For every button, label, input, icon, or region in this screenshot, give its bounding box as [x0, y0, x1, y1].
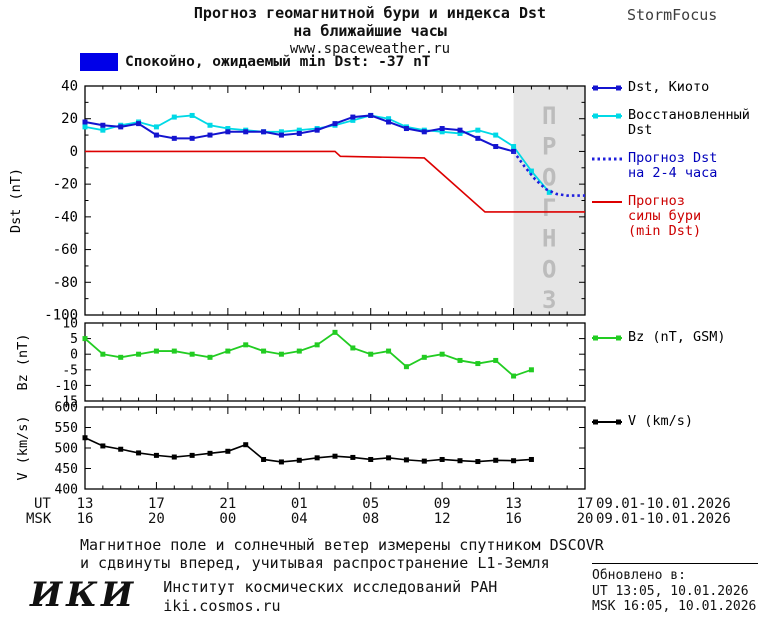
svg-text:V (km/s): V (km/s): [15, 415, 31, 480]
dst-legend: Dst, Киото Восстановленный Dst Прогноз Dst н…: [592, 80, 760, 252]
svg-text:0: 0: [70, 144, 78, 160]
time-tick-label: 16: [76, 511, 94, 527]
svg-text:Bz (nT): Bz (nT): [15, 334, 31, 391]
time-tick-label: 16: [505, 511, 522, 527]
legend-marker-icon: [592, 201, 622, 203]
legend-label: Bz (nT, GSM): [628, 329, 726, 345]
svg-text:400: 400: [55, 483, 78, 498]
svg-text:Р: Р: [542, 133, 556, 161]
svg-text:-5: -5: [62, 363, 78, 378]
updated-ut-time: UT 13:05, 10.01.2026: [592, 583, 749, 599]
legend-marker-icon: [592, 113, 622, 119]
svg-text:500: 500: [55, 442, 78, 457]
svg-text:-10: -10: [55, 379, 78, 394]
updated-msk-time: MSK 16:05, 10.01.2026: [592, 599, 757, 614]
svg-text:5: 5: [70, 332, 78, 347]
time-tick-label: 08: [362, 511, 380, 527]
time-tick-label: 17: [147, 496, 165, 512]
svg-text:-60: -60: [53, 242, 78, 258]
msk-axis-row: MSK 09.01-10.01.2026 16 20 00 04 08 12 16 20: [0, 511, 760, 527]
legend-item: Dst, Киото: [592, 80, 760, 95]
svg-text:-15: -15: [55, 395, 78, 410]
svg-text:О: О: [542, 163, 556, 191]
svg-text:0: 0: [70, 348, 78, 363]
legend-label: Прогноз силы бури (min Dst): [628, 193, 702, 239]
legend-marker-icon: [592, 157, 622, 161]
time-tick-label: 13: [505, 496, 522, 512]
institute-name: Институт космических исследований РАН: [163, 578, 498, 596]
svg-text:-80: -80: [53, 275, 78, 291]
note-line-2: и сдвинуты вперед, учитывая распростране…: [80, 554, 550, 572]
svg-text:З: З: [542, 286, 556, 314]
updated-title: Обновлено в:: [592, 568, 686, 583]
time-tick-label: 17: [576, 496, 594, 512]
svg-text:Dst (nT): Dst (nT): [8, 168, 24, 233]
time-tick-label: 04: [290, 511, 308, 527]
status-text: Спокойно, ожидаемый min Dst: -37 nT: [125, 54, 431, 70]
legend-item: Прогноз силы бури (min Dst): [592, 194, 760, 239]
time-tick-label: 05: [362, 496, 380, 512]
legend-label: Прогноз Dst на 2-4 часа: [628, 150, 718, 181]
time-axis: UT 09.01-10.01.2026 13 17 21 01 05 09 13 17 MSK…: [0, 496, 760, 532]
iki-logo: ИКИ: [30, 575, 138, 615]
status-color-swatch: [80, 53, 118, 71]
svg-text:Н: Н: [542, 225, 556, 253]
svg-text:10: 10: [62, 317, 78, 332]
msk-row-label: MSK: [26, 511, 52, 527]
website-link[interactable]: www.spaceweather.ru: [289, 41, 451, 57]
legend-item: V (km/s): [592, 414, 760, 429]
brand-label: StormFocus: [627, 6, 718, 24]
svg-text:-40: -40: [53, 209, 78, 225]
data-source-note: Магнитное поле и солнечный ветер измерен…: [80, 536, 604, 572]
svg-text:600: 600: [55, 401, 78, 416]
svg-text:Г: Г: [542, 194, 556, 222]
updated-block: Обновлено в: UT 13:05, 10.01.2026 MSK 16…: [592, 563, 758, 615]
time-tick-label: 09: [433, 496, 451, 512]
institute-block: ИКИ Институт космических исследований РА…: [30, 574, 497, 616]
legend-marker-icon: [592, 85, 622, 91]
time-tick-label: 12: [433, 511, 451, 527]
title-line-2: на ближайшие часы: [293, 22, 447, 40]
svg-text:П: П: [542, 102, 556, 130]
institute-site-link[interactable]: iki.cosmos.ru: [163, 597, 281, 615]
ut-date-range: 09.01-10.01.2026: [596, 496, 731, 512]
svg-text:450: 450: [55, 462, 78, 477]
legend-marker-icon: [592, 419, 622, 425]
bz-legend: Bz (nT, GSM): [592, 330, 760, 358]
legend-item: Прогноз Dst на 2-4 часа: [592, 151, 760, 181]
v-chart: 600 550 500 450 400 V (km/s): [15, 401, 586, 498]
v-legend: V (km/s): [592, 414, 760, 442]
svg-text:20: 20: [61, 111, 78, 127]
svg-text:550: 550: [55, 421, 78, 436]
time-tick-label: 13: [76, 496, 94, 512]
note-line-1: Магнитное поле и солнечный ветер измерен…: [80, 536, 604, 554]
page-title: Прогноз геомагнитной бури и индекса Dst …: [130, 4, 610, 58]
svg-text:40: 40: [61, 79, 78, 95]
svg-text:-100: -100: [44, 308, 78, 324]
legend-marker-icon: [592, 335, 622, 341]
msk-date-range: 09.01-10.01.2026: [596, 511, 731, 527]
legend-item: Bz (nT, GSM): [592, 330, 760, 345]
time-tick-label: 20: [147, 511, 165, 527]
ut-row-label: UT: [34, 496, 51, 512]
storm-status: Спокойно, ожидаемый min Dst: -37 nT: [80, 53, 431, 71]
time-tick-label: 21: [219, 496, 237, 512]
legend-item: Восстановленный Dst: [592, 108, 760, 138]
legend-label: V (km/s): [628, 413, 694, 429]
time-tick-label: 00: [219, 511, 237, 527]
time-tick-label: 20: [576, 511, 594, 527]
legend-label: Dst, Киото: [628, 79, 710, 95]
legend-label: Восстановленный Dst: [628, 107, 750, 138]
title-line-1: Прогноз геомагнитной бури и индекса Dst: [193, 4, 547, 22]
time-tick-label: 01: [290, 496, 308, 512]
svg-text:О: О: [542, 255, 556, 283]
svg-text:-20: -20: [53, 177, 78, 193]
ut-axis-row: UT 09.01-10.01.2026 13 17 21 01 05 09 13 17: [0, 496, 760, 512]
